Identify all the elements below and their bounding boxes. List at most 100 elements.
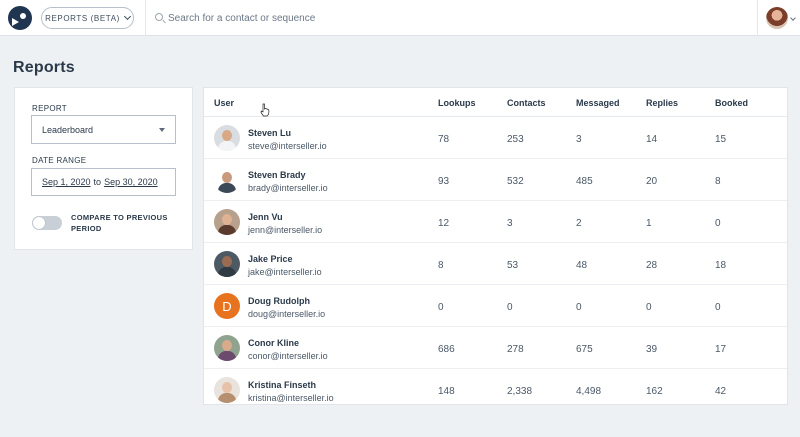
table-row[interactable]: Steven Brady brady@interseller.io 93 532… <box>204 159 787 201</box>
avatar <box>214 377 240 403</box>
messaged-cell: 485 <box>576 176 593 187</box>
messaged-cell: 675 <box>576 344 593 355</box>
replies-cell: 39 <box>646 344 658 355</box>
avatar-head <box>222 214 232 225</box>
user-name: Doug Rudolph <box>248 296 310 306</box>
user-email: steve@interseller.io <box>248 141 327 151</box>
column-header-lookups[interactable]: Lookups <box>438 98 476 108</box>
contacts-cell: 0 <box>507 302 513 313</box>
contacts-cell: 53 <box>507 260 519 271</box>
user-name: Steven Brady <box>248 170 306 180</box>
avatar-head <box>222 340 232 351</box>
column-header-contacts[interactable]: Contacts <box>507 98 546 108</box>
reports-menu-label: REPORTS (BETA) <box>45 13 120 23</box>
table-row[interactable]: Conor Kline conor@interseller.io 686 278… <box>204 327 787 369</box>
contacts-cell: 532 <box>507 176 524 187</box>
date-to-text: to <box>93 177 102 187</box>
avatar-body <box>218 393 236 403</box>
replies-cell: 0 <box>646 302 652 313</box>
lookups-cell: 686 <box>438 344 455 355</box>
booked-cell: 18 <box>715 260 727 271</box>
avatar-body <box>218 183 236 193</box>
contacts-cell: 253 <box>507 134 524 145</box>
logo-beak <box>12 18 19 26</box>
table-row[interactable]: Jake Price jake@interseller.io 8 53 48 2… <box>204 243 787 285</box>
chevron-down-icon <box>123 12 131 21</box>
booked-cell: 42 <box>715 386 727 397</box>
user-email: brady@interseller.io <box>248 183 328 193</box>
avatar-head <box>222 172 232 183</box>
avatar <box>214 335 240 361</box>
contacts-cell: 3 <box>507 218 513 229</box>
avatar-body <box>218 225 236 235</box>
replies-cell: 14 <box>646 134 658 145</box>
avatar: D <box>214 293 240 319</box>
interseller-logo-icon[interactable] <box>8 6 32 30</box>
avatar-body <box>218 351 236 361</box>
avatar-body <box>218 141 236 151</box>
booked-cell: 17 <box>715 344 727 355</box>
user-email: jenn@interseller.io <box>248 225 323 235</box>
report-label: REPORT <box>32 104 67 113</box>
search-input[interactable] <box>168 10 588 26</box>
column-header-replies[interactable]: Replies <box>646 98 679 108</box>
date-range-field[interactable]: Sep 1, 2020 to Sep 30, 2020 <box>31 168 176 196</box>
avatar <box>214 209 240 235</box>
avatar <box>214 251 240 277</box>
user-email: doug@interseller.io <box>248 309 326 319</box>
avatar-body <box>218 267 236 277</box>
user-name: Jenn Vu <box>248 212 283 222</box>
lookups-cell: 148 <box>438 386 455 397</box>
avatar-initial: D <box>222 298 232 314</box>
lookups-cell: 93 <box>438 176 450 187</box>
user-email: conor@interseller.io <box>248 351 328 361</box>
column-header-messaged[interactable]: Messaged <box>576 98 620 108</box>
report-select[interactable]: Leaderboard <box>31 115 176 144</box>
column-header-user[interactable]: User <box>214 98 235 108</box>
divider <box>757 0 758 36</box>
avatar <box>214 125 240 151</box>
column-header-booked[interactable]: Booked <box>715 98 749 108</box>
compare-label: COMPARE TO PREVIOUS PERIOD <box>71 213 168 233</box>
messaged-cell: 4,498 <box>576 386 602 397</box>
table-row[interactable]: Kristina Finseth kristina@interseller.io… <box>204 369 787 404</box>
date-end-link[interactable]: Sep 30, 2020 <box>104 177 158 187</box>
lookups-cell: 78 <box>438 134 450 145</box>
user-email: jake@interseller.io <box>248 267 322 277</box>
table-row[interactable]: Jenn Vu jenn@interseller.io 12 3 2 1 0 <box>204 201 787 243</box>
replies-cell: 20 <box>646 176 658 187</box>
top-bar: REPORTS (BETA) <box>0 0 800 36</box>
lookups-cell: 8 <box>438 260 444 271</box>
user-name: Steven Lu <box>248 128 292 138</box>
user-name: Conor Kline <box>248 338 299 348</box>
date-start-link[interactable]: Sep 1, 2020 <box>42 177 91 187</box>
hand-cursor-icon <box>260 103 270 117</box>
filters-panel: REPORT Leaderboard DATE RANGE Sep 1, 202… <box>14 87 193 250</box>
avatar-head <box>222 256 232 267</box>
replies-cell: 162 <box>646 386 663 397</box>
messaged-cell: 2 <box>576 218 582 229</box>
divider <box>145 0 146 36</box>
search-icon <box>155 13 163 21</box>
table-header: User Lookups Contacts Messaged Replies B… <box>204 88 787 117</box>
chevron-down-icon[interactable] <box>790 15 796 21</box>
user-avatar[interactable] <box>766 7 788 29</box>
booked-cell: 0 <box>715 218 721 229</box>
messaged-cell: 48 <box>576 260 588 271</box>
lookups-cell: 12 <box>438 218 450 229</box>
user-email: kristina@interseller.io <box>248 393 334 403</box>
avatar <box>214 167 240 193</box>
lookups-cell: 0 <box>438 302 444 313</box>
contacts-cell: 278 <box>507 344 524 355</box>
reports-menu-button[interactable]: REPORTS (BETA) <box>41 7 134 29</box>
booked-cell: 8 <box>715 176 721 187</box>
compare-toggle[interactable] <box>32 216 62 230</box>
logo-eye <box>20 13 26 19</box>
toggle-knob <box>33 217 45 229</box>
replies-cell: 28 <box>646 260 658 271</box>
table-row[interactable]: D Doug Rudolph doug@interseller.io 0 0 0… <box>204 285 787 327</box>
replies-cell: 1 <box>646 218 652 229</box>
table-row[interactable]: Steven Lu steve@interseller.io 78 253 3 … <box>204 117 787 159</box>
user-name: Kristina Finseth <box>248 380 317 390</box>
user-name: Jake Price <box>248 254 293 264</box>
